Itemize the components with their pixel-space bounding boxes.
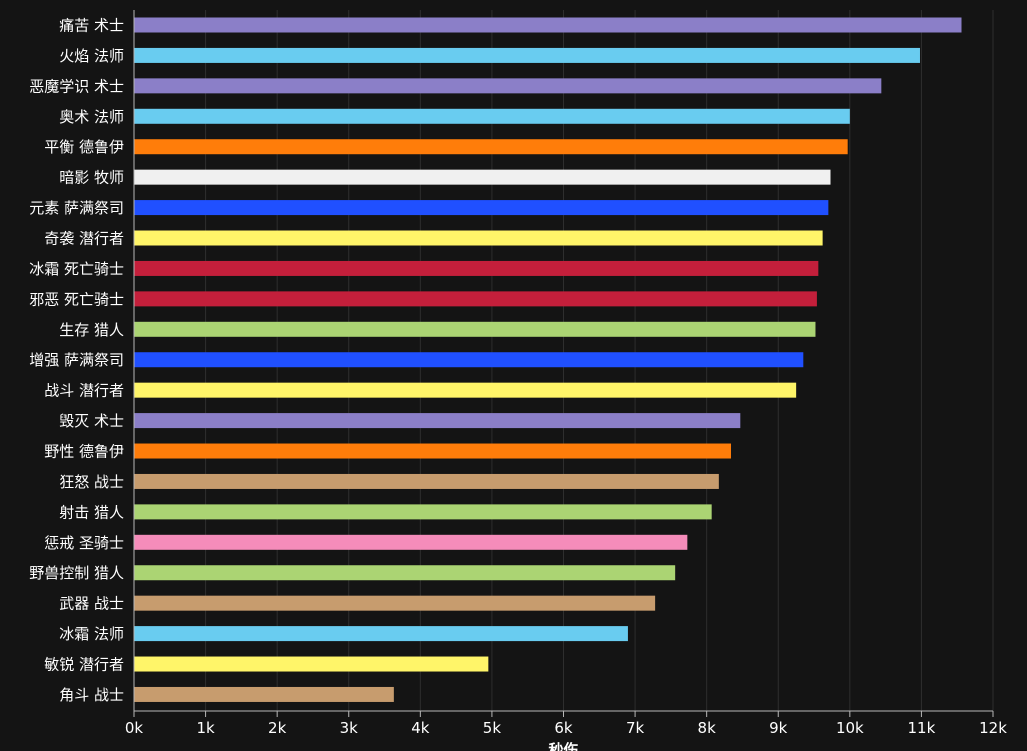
x-tick-label-3: 3k xyxy=(340,719,359,737)
bar-15 xyxy=(134,473,719,489)
bar-18 xyxy=(134,565,676,581)
category-label-15: 狂怒 战士 xyxy=(59,473,124,491)
bar-8 xyxy=(134,260,819,276)
category-label-14: 野性 德鲁伊 xyxy=(44,443,124,461)
bar-7 xyxy=(134,230,823,246)
x-tick-label-4: 4k xyxy=(411,719,430,737)
category-label-2: 恶魔学识 术士 xyxy=(29,77,124,95)
bar-22 xyxy=(134,686,394,702)
bar-4 xyxy=(134,139,848,155)
bar-10 xyxy=(134,321,816,337)
category-label-3: 奥术 法师 xyxy=(59,108,124,126)
category-label-1: 火焰 法师 xyxy=(59,47,124,65)
x-tick-label-0: 0k xyxy=(125,719,144,737)
category-label-7: 奇袭 潜行者 xyxy=(44,230,124,248)
category-label-16: 射击 猎人 xyxy=(59,503,124,521)
x-tick-label-10: 10k xyxy=(836,719,864,737)
x-axis-title: 秒伤 xyxy=(548,741,578,751)
bar-13 xyxy=(134,413,741,429)
bar-2 xyxy=(134,78,882,94)
category-label-13: 毁灭 术士 xyxy=(59,412,124,430)
x-tick-label-9: 9k xyxy=(769,719,788,737)
category-label-8: 冰霜 死亡骑士 xyxy=(29,260,124,278)
x-tick-label-11: 11k xyxy=(908,719,936,737)
category-label-17: 惩戒 圣骑士 xyxy=(44,534,124,552)
x-tick-label-7: 7k xyxy=(626,719,645,737)
bar-20 xyxy=(134,626,628,642)
category-label-10: 生存 猎人 xyxy=(59,321,124,339)
category-label-11: 增强 萨满祭司 xyxy=(29,351,124,369)
x-tick-label-5: 5k xyxy=(483,719,502,737)
x-tick-label-8: 8k xyxy=(698,719,717,737)
category-label-9: 邪恶 死亡骑士 xyxy=(29,290,124,308)
bars xyxy=(134,17,962,702)
bar-21 xyxy=(134,656,489,672)
category-label-0: 痛苦 术士 xyxy=(59,17,124,35)
category-label-20: 冰霜 法师 xyxy=(59,625,124,643)
x-tick-label-12: 12k xyxy=(979,719,1007,737)
bar-5 xyxy=(134,169,831,185)
category-label-12: 战斗 潜行者 xyxy=(44,382,124,400)
bar-11 xyxy=(134,352,804,368)
category-label-19: 武器 战士 xyxy=(59,595,124,613)
category-label-18: 野兽控制 猎人 xyxy=(29,564,124,582)
bar-16 xyxy=(134,504,712,520)
bar-3 xyxy=(134,108,850,124)
bar-14 xyxy=(134,443,732,459)
x-tick-label-6: 6k xyxy=(554,719,573,737)
bar-0 xyxy=(134,17,962,33)
category-label-5: 暗影 牧师 xyxy=(59,169,124,187)
x-axis: 0k 1k 2k 3k 4k 5k 6k 7k 8k 9k 10k 11k 12k xyxy=(125,10,1007,737)
x-tick-label-2: 2k xyxy=(268,719,287,737)
bar-6 xyxy=(134,200,829,216)
bar-9 xyxy=(134,291,817,307)
x-tick-label-1: 1k xyxy=(196,719,215,737)
category-label-4: 平衡 德鲁伊 xyxy=(44,138,124,156)
category-label-21: 敏锐 潜行者 xyxy=(44,656,124,674)
category-label-6: 元素 萨满祭司 xyxy=(29,199,124,217)
bar-1 xyxy=(134,47,920,63)
bar-12 xyxy=(134,382,797,398)
bar-17 xyxy=(134,534,688,550)
category-label-22: 角斗 战士 xyxy=(59,686,124,704)
bar-19 xyxy=(134,595,656,611)
